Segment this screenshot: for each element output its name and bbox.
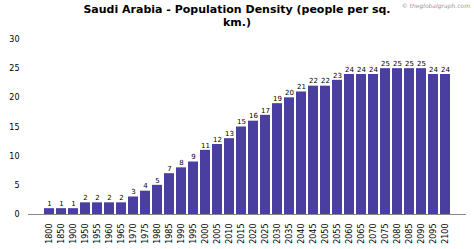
svg-text:7: 7	[167, 165, 171, 173]
svg-text:22: 22	[321, 78, 330, 86]
svg-text:2020: 2020	[249, 224, 258, 244]
svg-text:2015: 2015	[237, 224, 246, 244]
svg-text:2040: 2040	[297, 224, 306, 244]
svg-text:1: 1	[71, 200, 75, 208]
svg-text:5: 5	[14, 181, 19, 190]
svg-text:16: 16	[249, 113, 258, 121]
svg-text:24: 24	[357, 66, 366, 74]
svg-text:2095: 2095	[429, 224, 438, 244]
svg-text:1960: 1960	[105, 224, 114, 244]
svg-text:1995: 1995	[189, 224, 198, 244]
svg-text:1955: 1955	[93, 224, 102, 244]
html-text:© theglobalgraph.com: © theglobalgraph.com	[401, 2, 470, 9]
svg-text:2090: 2090	[417, 224, 426, 244]
svg-text:1975: 1975	[141, 224, 150, 244]
svg-text:25: 25	[405, 60, 414, 68]
svg-text:12: 12	[213, 136, 222, 144]
svg-text:2050: 2050	[321, 224, 330, 244]
svg-text:15: 15	[9, 123, 19, 132]
svg-text:17: 17	[261, 107, 270, 115]
svg-text:4: 4	[143, 183, 148, 191]
svg-text:2005: 2005	[213, 224, 222, 244]
svg-text:2045: 2045	[309, 224, 318, 244]
svg-text:3: 3	[131, 189, 135, 197]
svg-text:19: 19	[273, 95, 282, 103]
svg-text:2: 2	[95, 194, 99, 202]
svg-text:24: 24	[345, 66, 354, 74]
svg-text:23: 23	[333, 72, 342, 80]
svg-text:2030: 2030	[273, 224, 282, 244]
svg-text:2: 2	[119, 194, 123, 202]
svg-text:1: 1	[47, 200, 51, 208]
svg-text:10: 10	[9, 152, 19, 161]
svg-text:2080: 2080	[393, 224, 402, 244]
svg-text:2000: 2000	[201, 224, 210, 244]
svg-text:2: 2	[83, 194, 87, 202]
svg-text:24: 24	[369, 66, 378, 74]
html-text:Saudi Arabia - Population Dens: Saudi Arabia - Population Density (peopl…	[83, 3, 391, 30]
svg-text:1970: 1970	[129, 224, 138, 244]
svg-text:2010: 2010	[225, 224, 234, 244]
svg-text:24: 24	[441, 66, 450, 74]
svg-text:2060: 2060	[345, 224, 354, 244]
svg-text:21: 21	[297, 84, 306, 92]
svg-text:1850: 1850	[57, 224, 66, 244]
svg-text:25: 25	[393, 60, 402, 68]
svg-text:20: 20	[285, 89, 294, 97]
svg-text:1980: 1980	[153, 224, 162, 244]
svg-text:13: 13	[225, 130, 234, 138]
svg-text:30: 30	[9, 35, 19, 44]
svg-text:1950: 1950	[81, 224, 90, 244]
svg-text:25: 25	[9, 65, 19, 74]
svg-text:1985: 1985	[165, 224, 174, 244]
svg-text:2100: 2100	[441, 224, 450, 244]
svg-text:5: 5	[155, 177, 159, 185]
svg-text:22: 22	[309, 78, 318, 86]
svg-text:2075: 2075	[381, 224, 390, 244]
svg-text:9: 9	[191, 154, 195, 162]
svg-text:2: 2	[107, 194, 111, 202]
svg-text:2025: 2025	[261, 224, 270, 244]
svg-text:8: 8	[179, 159, 183, 167]
svg-text:11: 11	[201, 142, 210, 150]
svg-text:2070: 2070	[369, 224, 378, 244]
svg-text:1: 1	[59, 200, 63, 208]
svg-text:20: 20	[9, 94, 19, 103]
svg-text:1965: 1965	[117, 224, 126, 244]
svg-text:1900: 1900	[69, 224, 78, 244]
svg-text:2085: 2085	[405, 224, 414, 244]
svg-text:1990: 1990	[177, 224, 186, 244]
svg-text:2065: 2065	[357, 224, 366, 244]
svg-text:15: 15	[237, 119, 246, 127]
svg-text:1800: 1800	[45, 224, 54, 244]
svg-text:25: 25	[417, 60, 426, 68]
svg-text:2055: 2055	[333, 224, 342, 244]
svg-text:25: 25	[381, 60, 390, 68]
svg-text:0: 0	[14, 210, 19, 219]
svg-text:2035: 2035	[285, 224, 294, 244]
svg-text:24: 24	[429, 66, 438, 74]
